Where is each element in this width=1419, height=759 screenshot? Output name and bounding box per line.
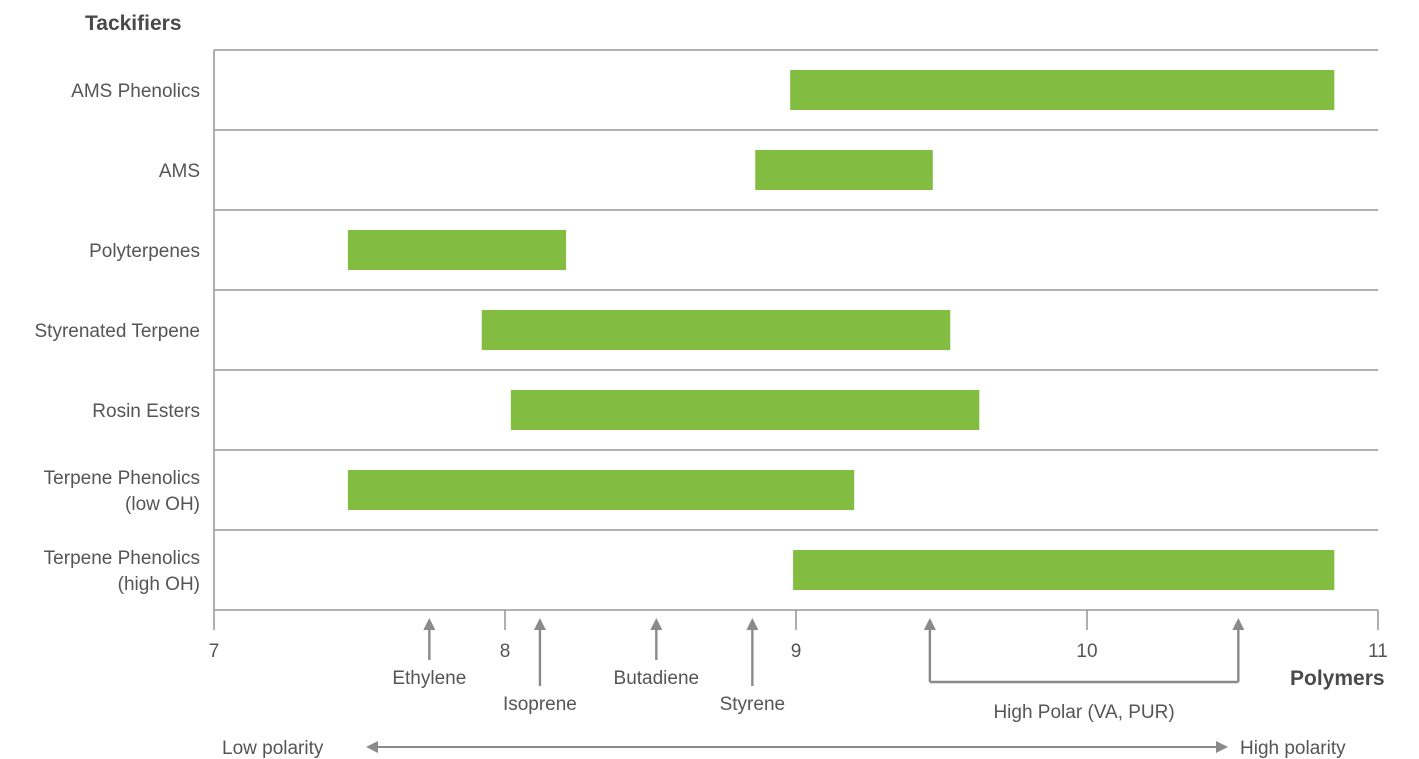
x-tick-label: 10: [1076, 641, 1097, 662]
category-label: (high OH): [118, 574, 200, 595]
polar-label: High Polar (VA, PUR): [993, 702, 1174, 723]
category-label: AMS: [159, 161, 200, 182]
polymer-label: Styrene: [720, 694, 785, 715]
polymer-label: Ethylene: [392, 668, 466, 689]
category-label: Styrenated Terpene: [35, 321, 201, 342]
grid-lines: [213, 49, 1378, 610]
x-axis-title: Polymers: [1290, 667, 1385, 690]
x-tick-label: 11: [1368, 641, 1388, 662]
low-polarity-label: Low polarity: [222, 738, 324, 759]
category-label: (low OH): [125, 494, 200, 515]
category-label: Terpene Phenolics: [44, 548, 200, 569]
range-bars: [347, 70, 1335, 590]
range-bar: [793, 550, 1335, 590]
range-bar: [347, 470, 855, 510]
high-polar-bracket: High Polar (VA, PUR): [923, 618, 1245, 723]
range-bar: [510, 390, 980, 430]
y-axis-title: Tackifiers: [85, 12, 182, 35]
x-tick-label: 8: [500, 641, 511, 662]
category-label: AMS Phenolics: [71, 81, 200, 102]
high-polarity-label: High polarity: [1240, 738, 1346, 759]
x-tick-label: 7: [209, 641, 220, 662]
range-bar: [481, 310, 951, 350]
polymer-label: Isoprene: [503, 694, 577, 715]
polymer-label: Butadiene: [614, 668, 700, 689]
x-tick-label: 9: [791, 641, 802, 662]
range-bar: [790, 70, 1335, 110]
polymer-markers: Ethylene Isoprene Butadiene Styrene: [392, 618, 785, 715]
category-label: Terpene Phenolics: [44, 468, 200, 489]
category-label: Rosin Esters: [92, 401, 200, 422]
polarity-scale: Low polarity High polarity: [222, 738, 1346, 759]
range-bar: [755, 150, 933, 190]
category-labels: AMS Phenolics AMS Polyterpenes Styrenated T…: [35, 81, 201, 595]
range-bar: [347, 230, 567, 270]
category-label: Polyterpenes: [89, 241, 200, 262]
x-ticks: 7 8 9 10 11: [209, 610, 1388, 662]
